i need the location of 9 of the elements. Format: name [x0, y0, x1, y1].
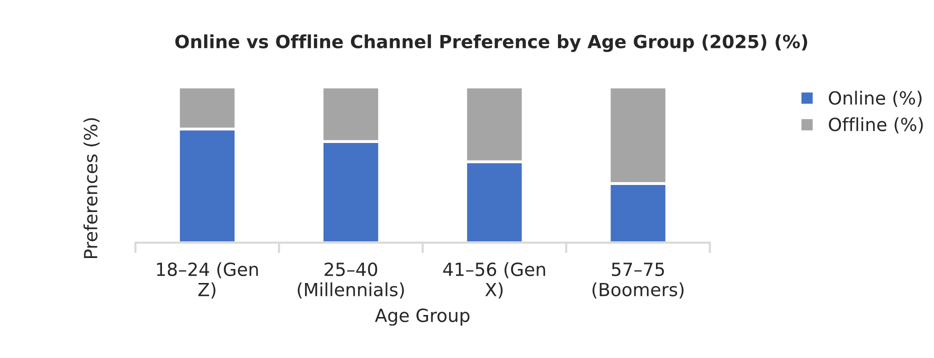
x-axis-title: Age Group — [374, 308, 470, 326]
legend-label: Online (%) — [828, 90, 922, 107]
x-tick-label: 18–24 (Gen Z) — [157, 262, 258, 298]
legend-label: Offline (%) — [828, 117, 923, 134]
chart-title: Online vs Offline Channel Preference by Age Group (2025) (%) — [175, 34, 808, 52]
y-axis-title: Preferences (%) — [83, 118, 100, 258]
x-tick-label: 25–40 (Millennials) — [298, 262, 404, 298]
x-tick-label: 57–75 (Boomers) — [592, 262, 684, 298]
x-tick-label: 41–56 (Gen X) — [443, 262, 546, 298]
